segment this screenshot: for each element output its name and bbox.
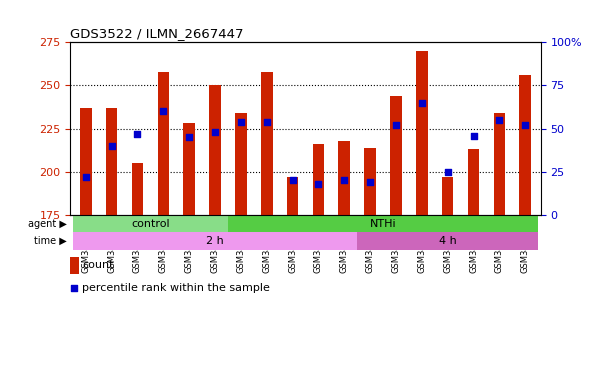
Text: NTHi: NTHi <box>370 218 397 229</box>
Point <box>339 169 349 175</box>
Point <box>288 177 298 184</box>
Point <box>81 174 90 180</box>
Text: agent ▶: agent ▶ <box>28 218 67 229</box>
Bar <box>390 96 402 215</box>
Point <box>236 119 246 125</box>
Bar <box>131 163 144 215</box>
Point <box>158 108 168 114</box>
Bar <box>442 177 453 215</box>
Point <box>210 129 220 135</box>
Point <box>521 122 530 128</box>
Point <box>313 181 323 187</box>
Point <box>391 122 401 128</box>
Text: GDS3522 / ILMN_2667447: GDS3522 / ILMN_2667447 <box>70 27 244 40</box>
Point <box>469 132 478 139</box>
Bar <box>80 108 92 215</box>
Point <box>443 169 453 175</box>
Bar <box>364 148 376 215</box>
Text: count: count <box>82 260 114 270</box>
Bar <box>158 71 169 215</box>
Bar <box>416 51 428 215</box>
Text: 2 h: 2 h <box>206 236 224 246</box>
Bar <box>70 257 79 274</box>
Point <box>339 177 349 184</box>
Text: percentile rank within the sample: percentile rank within the sample <box>82 283 270 293</box>
Bar <box>235 113 247 215</box>
Bar <box>519 75 531 215</box>
Bar <box>73 215 228 232</box>
Bar <box>494 113 505 215</box>
Bar <box>357 232 538 250</box>
Point <box>365 179 375 185</box>
Point <box>417 100 426 106</box>
Point <box>494 117 504 123</box>
Bar <box>209 86 221 215</box>
Bar <box>261 71 273 215</box>
Bar <box>467 149 480 215</box>
Text: time ▶: time ▶ <box>34 236 67 246</box>
Bar <box>228 215 538 232</box>
Bar <box>106 108 117 215</box>
Bar <box>313 144 324 215</box>
Bar <box>183 124 195 215</box>
Bar <box>338 141 350 215</box>
Point <box>107 143 117 149</box>
Text: 4 h: 4 h <box>439 236 456 246</box>
Bar <box>73 232 357 250</box>
Text: control: control <box>131 218 170 229</box>
Point <box>262 119 272 125</box>
Point <box>133 131 142 137</box>
Point <box>185 134 194 141</box>
Bar <box>287 177 298 215</box>
